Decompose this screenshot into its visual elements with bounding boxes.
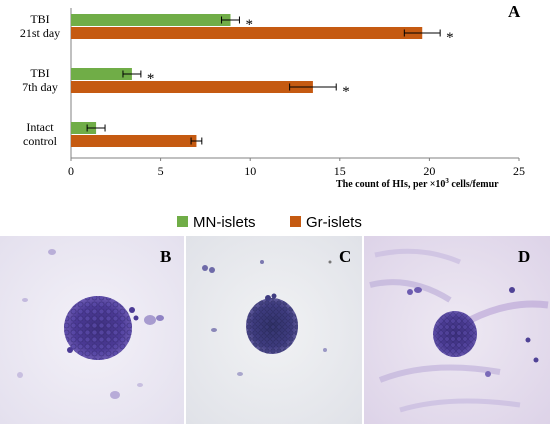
category-label: control <box>23 134 58 148</box>
category-label: TBI <box>30 66 49 80</box>
category-label: 21st day <box>20 26 60 40</box>
legend-label-gr-islets: Gr-islets <box>306 214 362 231</box>
panel-label-d: D <box>518 247 530 266</box>
legend-swatch-gr-islets <box>290 216 301 227</box>
panel-label-b: B <box>160 247 171 266</box>
significance-marker: * <box>446 30 454 46</box>
legend: MN-islets Gr-islets <box>177 214 362 231</box>
legend-label-mn-islets: MN-islets <box>193 214 256 231</box>
x-axis-title: The count of HIs, per ×103 cells/femur <box>336 177 499 190</box>
x-tick-label: 10 <box>244 164 256 178</box>
panel-label-a: A <box>508 2 521 21</box>
category-label: TBI <box>30 12 49 26</box>
category-label: 7th day <box>22 80 58 94</box>
bar <box>71 14 231 26</box>
category-label: Intact <box>26 120 54 134</box>
micrograph-d: D <box>364 236 550 424</box>
micrograph-c: C <box>186 236 362 424</box>
x-axis-title-superscript: 3 <box>445 177 449 185</box>
significance-marker: * <box>147 71 155 87</box>
micrograph-b: B <box>0 236 184 424</box>
x-axis-title-prefix: The count of HIs, per ×10 <box>336 179 445 190</box>
x-tick-label: 5 <box>158 164 164 178</box>
significance-marker: * <box>245 17 253 33</box>
x-tick-label: 15 <box>334 164 346 178</box>
bar <box>71 81 313 93</box>
x-tick-label: 20 <box>423 164 435 178</box>
legend-swatch-mn-islets <box>177 216 188 227</box>
bar <box>71 135 197 147</box>
significance-marker: * <box>342 84 350 100</box>
x-tick-label: 25 <box>513 164 525 178</box>
panel-label-c: C <box>339 247 351 266</box>
bar <box>71 27 423 39</box>
x-tick-label: 0 <box>68 164 74 178</box>
bar <box>71 122 97 134</box>
x-axis-title-suffix: cells/femur <box>449 179 499 190</box>
bar <box>71 68 132 80</box>
